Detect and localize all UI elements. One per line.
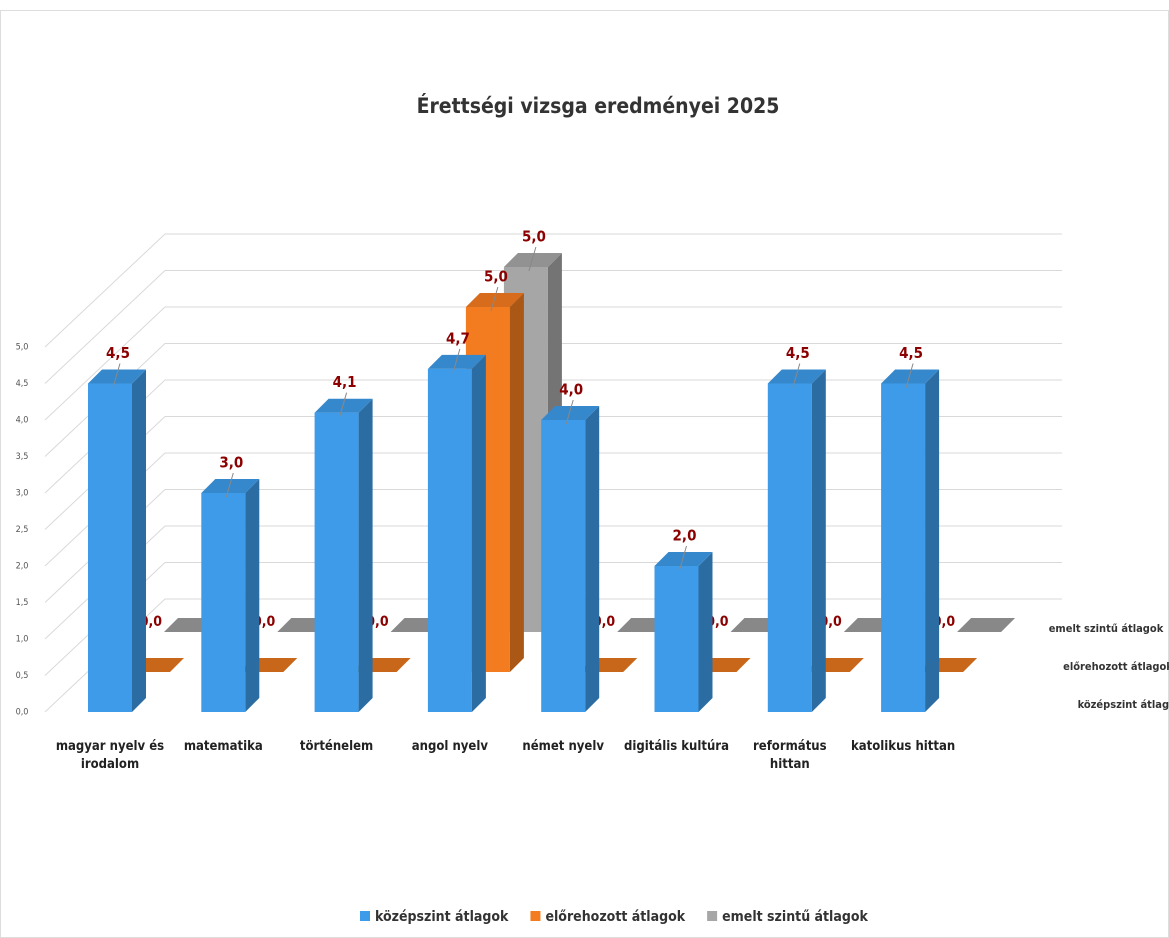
bar-top bbox=[201, 479, 260, 493]
grid-line bbox=[44, 379, 1062, 494]
bar-group bbox=[881, 369, 940, 712]
y-tick-label: 4,5 bbox=[16, 379, 29, 389]
x-tick-label: református hittan bbox=[753, 739, 827, 772]
bar-top bbox=[957, 618, 1016, 632]
bar bbox=[88, 383, 132, 712]
legend-swatch bbox=[707, 911, 718, 921]
bar-group bbox=[541, 406, 600, 712]
x-tick-label: magyar nyelv és irodalom bbox=[55, 739, 165, 772]
leader-line bbox=[490, 286, 499, 312]
bar-side bbox=[698, 552, 713, 712]
bar bbox=[314, 412, 359, 712]
value-label: 5,0 bbox=[484, 268, 508, 286]
value-label: 4,0 bbox=[559, 381, 583, 399]
bar bbox=[767, 383, 812, 712]
bar-side bbox=[925, 369, 940, 712]
grid-line bbox=[44, 306, 1062, 421]
leader-line bbox=[112, 363, 121, 388]
bar bbox=[654, 566, 699, 712]
bar-top bbox=[465, 293, 524, 307]
value-label: 2,0 bbox=[673, 527, 697, 545]
y-tick-label: 0,0 bbox=[16, 708, 29, 718]
grid-line bbox=[44, 525, 1062, 640]
legend-swatch bbox=[360, 911, 370, 921]
depth-label: előrehozott átlagok bbox=[1063, 660, 1169, 673]
bar-side bbox=[585, 406, 600, 712]
y-tick-label: 3,0 bbox=[16, 489, 29, 499]
value-label: 4,1 bbox=[333, 373, 357, 391]
bar-side bbox=[811, 369, 826, 712]
legend-label: előrehozott átlagok bbox=[545, 909, 685, 925]
value-label: 4,5 bbox=[786, 344, 810, 362]
depth-label: középszint átlagok bbox=[1078, 698, 1169, 711]
value-label: 4,7 bbox=[446, 329, 470, 347]
bar-top bbox=[881, 369, 940, 384]
bar-group bbox=[957, 618, 1016, 632]
bar-group bbox=[654, 552, 713, 712]
bar-group bbox=[88, 369, 146, 712]
grid-line bbox=[44, 343, 1062, 457]
x-tick-label: történelem bbox=[299, 739, 374, 754]
chart-title: Érettségi vizsga eredményei 2025 bbox=[417, 93, 780, 118]
grid-line bbox=[44, 562, 1062, 676]
bar-top bbox=[767, 369, 826, 384]
x-tick-label: katolikus hittan bbox=[851, 739, 956, 754]
grid-line bbox=[44, 598, 1062, 713]
x-tick-label: digitális kultúra bbox=[624, 739, 729, 754]
bar-side bbox=[509, 293, 524, 672]
bar-top bbox=[314, 398, 373, 413]
grid-line bbox=[44, 233, 1062, 348]
bar-group bbox=[767, 369, 826, 712]
bar-top bbox=[503, 253, 562, 267]
x-tick-label: német nyelv bbox=[522, 739, 604, 754]
legend-swatch bbox=[530, 911, 541, 921]
leader-line bbox=[528, 246, 537, 272]
leader-line bbox=[565, 399, 574, 425]
y-tick-label: 1,0 bbox=[16, 635, 29, 645]
leader-line bbox=[339, 392, 348, 417]
bar-top bbox=[88, 369, 146, 384]
bar-side bbox=[132, 369, 146, 712]
grid-line bbox=[44, 452, 1062, 567]
x-tick-label: angol nyelv bbox=[411, 739, 488, 754]
bar-top bbox=[541, 406, 600, 420]
legend-label: középszint átlagok bbox=[375, 909, 509, 925]
leader-line bbox=[792, 363, 801, 388]
legend-label: emelt szintű átlagok bbox=[722, 909, 868, 925]
depth-label: emelt szintű átlagok bbox=[1049, 622, 1164, 635]
leader-line bbox=[679, 545, 687, 571]
y-tick-label: 1,5 bbox=[16, 598, 29, 608]
bar bbox=[427, 368, 472, 712]
leader-line bbox=[452, 348, 461, 374]
bar-group bbox=[201, 479, 260, 712]
leader-line bbox=[225, 472, 234, 498]
bar bbox=[881, 383, 926, 712]
y-tick-label: 5,0 bbox=[16, 343, 29, 353]
grid-line bbox=[44, 270, 1062, 384]
bar-top bbox=[654, 552, 713, 566]
grid-line bbox=[44, 489, 1062, 603]
y-tick-label: 0,5 bbox=[16, 671, 29, 681]
y-tick-label: 2,5 bbox=[16, 525, 29, 535]
bar-side bbox=[471, 354, 486, 712]
y-tick-label: 4,0 bbox=[16, 416, 29, 426]
bar-top bbox=[427, 354, 486, 369]
bar-group bbox=[314, 398, 373, 712]
bar-side bbox=[358, 398, 373, 712]
value-label: 5,0 bbox=[522, 228, 546, 246]
y-tick-label: 3,5 bbox=[16, 452, 29, 462]
x-tick-label: matematika bbox=[183, 739, 263, 754]
bar-side bbox=[245, 479, 260, 712]
leader-line bbox=[905, 363, 914, 388]
value-label: 4,5 bbox=[106, 344, 130, 362]
bar-group bbox=[427, 354, 486, 712]
value-label: 3,0 bbox=[219, 454, 243, 472]
y-tick-label: 2,0 bbox=[16, 562, 29, 572]
bar bbox=[541, 420, 586, 712]
bar bbox=[201, 493, 246, 712]
grid-line bbox=[44, 416, 1062, 530]
value-label: 4,5 bbox=[899, 344, 923, 362]
